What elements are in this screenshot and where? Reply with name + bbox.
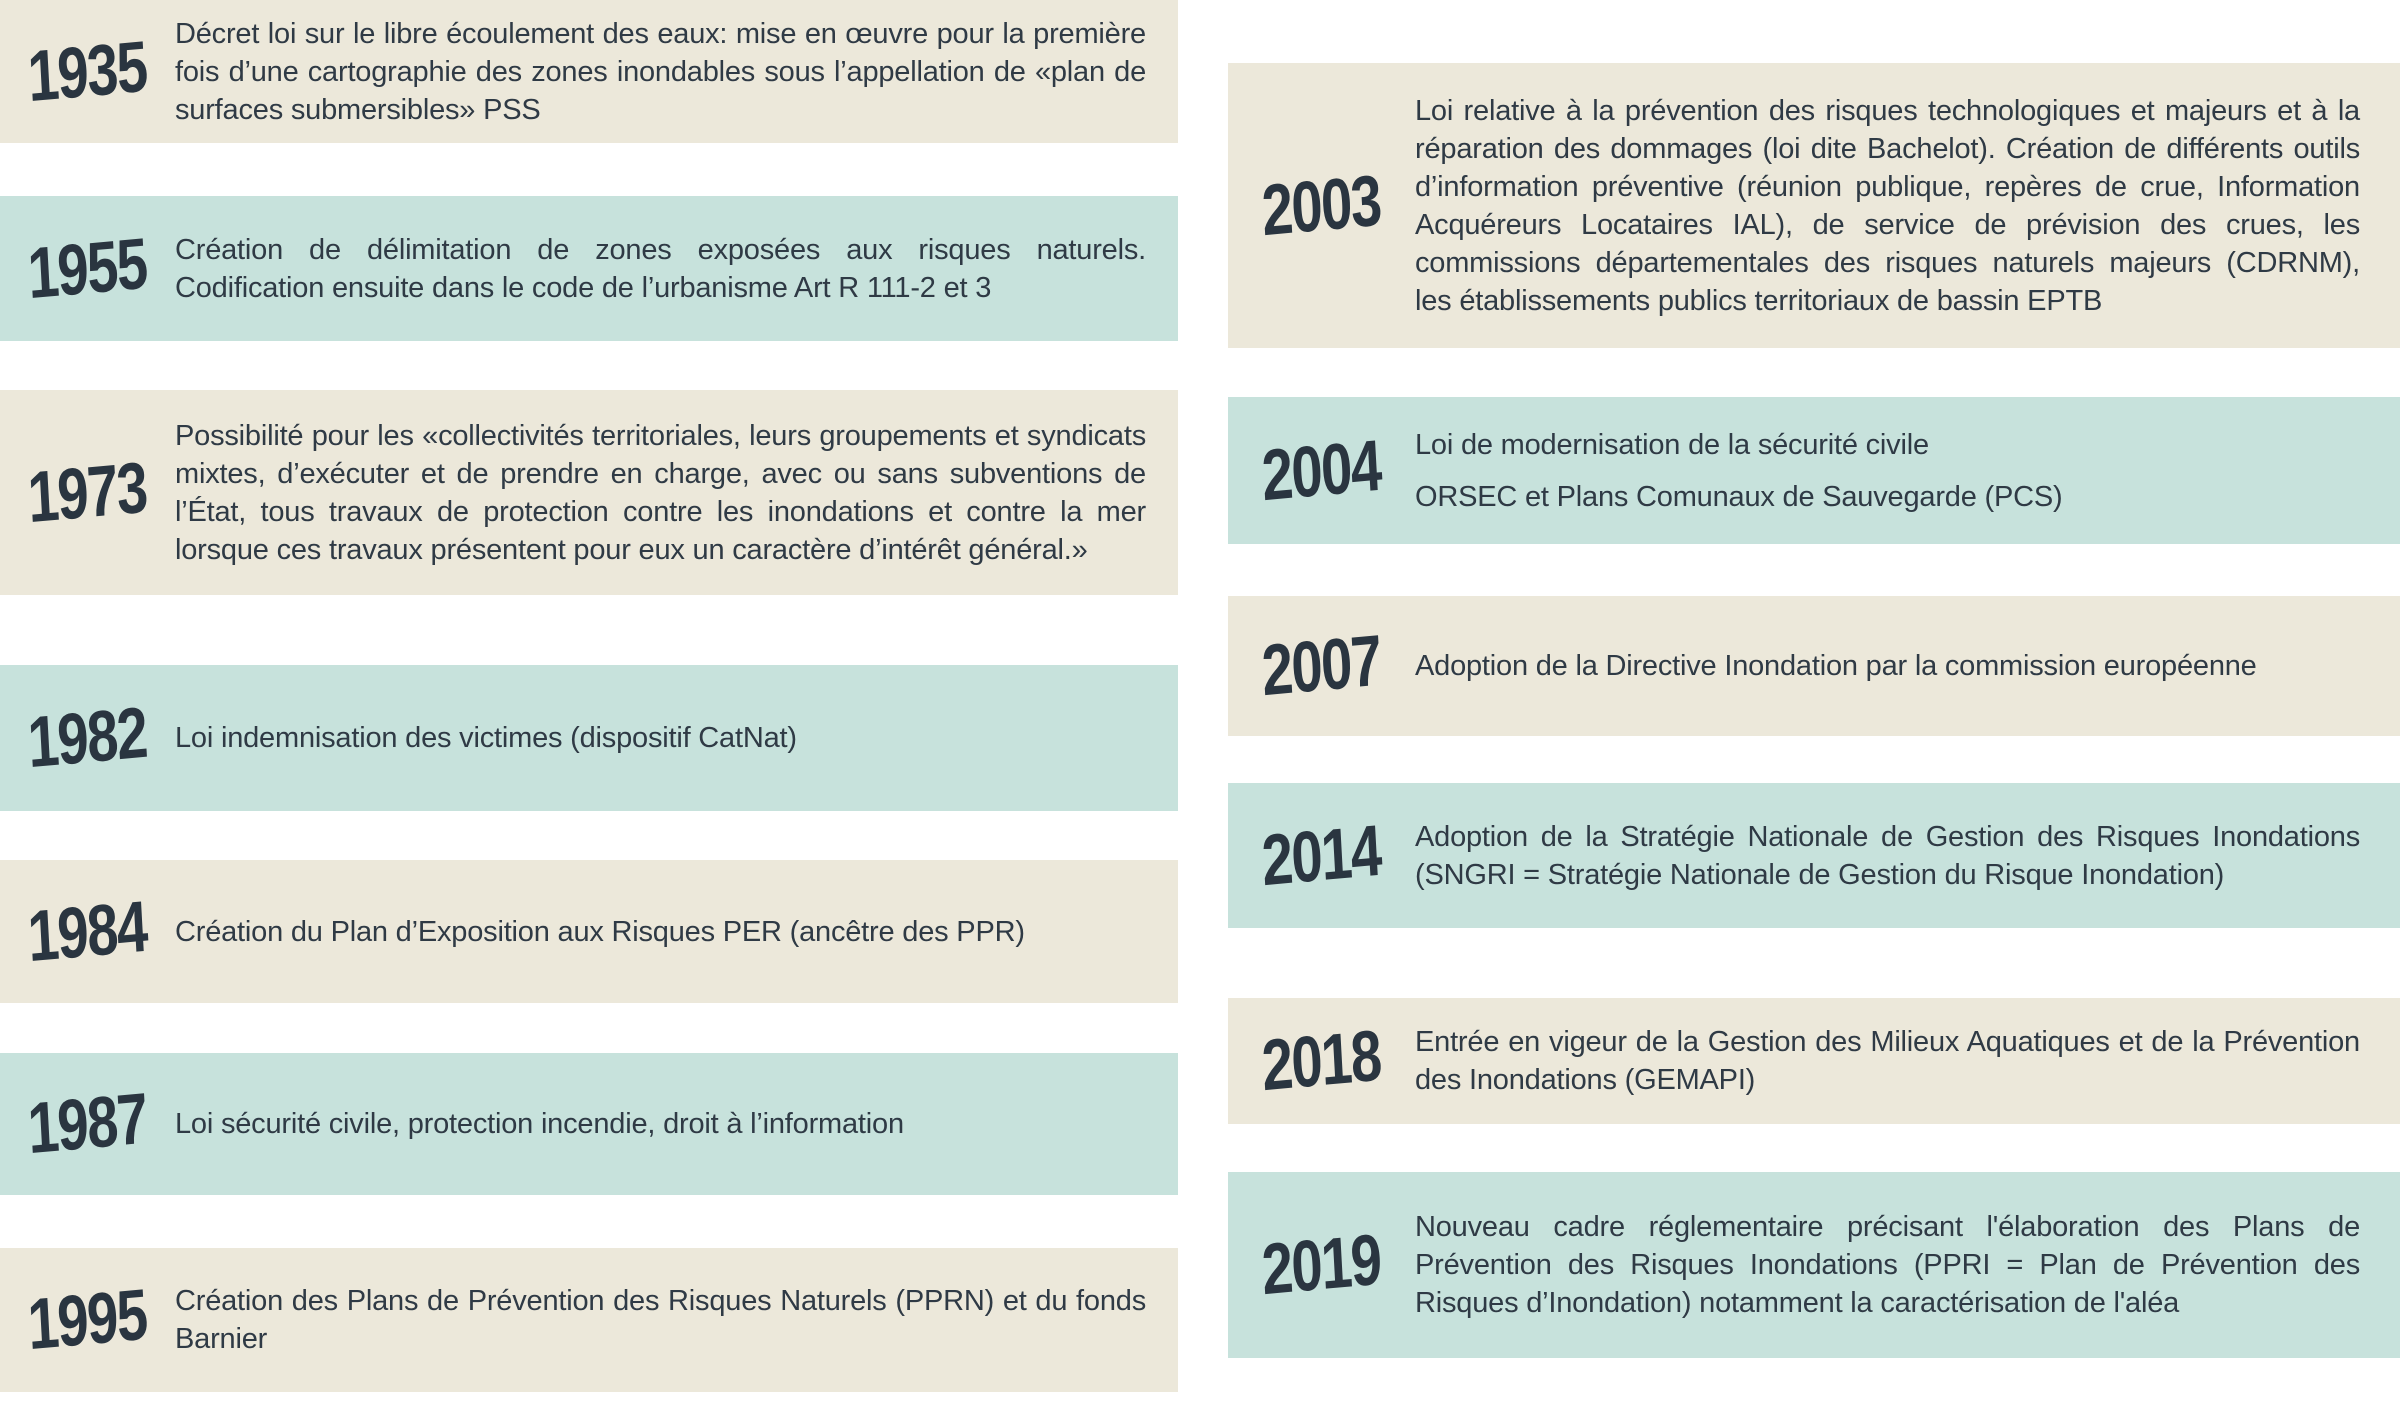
timeline-entry-1984: 1984 Création du Plan d’Exposition aux R… xyxy=(0,860,1178,1003)
timeline-entry-1982: 1982 Loi indemnisation des victimes (dis… xyxy=(0,665,1178,811)
timeline-entry-2019: 2019 Nouveau cadre réglementaire précisa… xyxy=(1228,1172,2400,1358)
year-box: 1982 xyxy=(0,693,175,783)
entry-text: Loi de modernisation de la sécurité civi… xyxy=(1415,426,2400,516)
timeline-entry-1973: 1973 Possibilité pour les «collectivités… xyxy=(0,390,1178,595)
entry-text: Possibilité pour les «collectivités terr… xyxy=(175,419,1146,566)
timeline-entry-1955: 1955 Création de délimitation de zones e… xyxy=(0,196,1178,341)
timeline-entry-1987: 1987 Loi sécurité civile, protection inc… xyxy=(0,1053,1178,1195)
entry-text: Loi indemnisation des victimes (disposit… xyxy=(175,722,797,754)
entry-text-line-1: Loi de modernisation de la sécurité civi… xyxy=(1415,428,1929,461)
entry-text: Décret loi sur le libre écoulement des e… xyxy=(175,17,1146,126)
year-box: 2007 xyxy=(1228,621,1415,711)
year-label: 1984 xyxy=(26,886,149,977)
year-label: 2003 xyxy=(1260,160,1383,251)
entry-text: Adoption de la Directive Inondation par … xyxy=(1415,650,2257,682)
year-box: 1935 xyxy=(0,26,175,116)
timeline-entry-2018: 2018 Entrée en vigeur de la Gestion des … xyxy=(1228,998,2400,1124)
entry-text: Adoption de la Stratégie Nationale de Ge… xyxy=(1415,820,2360,891)
entry-text-line-2: ORSEC et Plans Comunaux de Sauvegarde (P… xyxy=(1415,480,2063,513)
year-box: 1973 xyxy=(0,447,175,537)
year-box: 1987 xyxy=(0,1079,175,1169)
year-box: 1995 xyxy=(0,1275,175,1365)
entry-text: Création du Plan d’Exposition aux Risque… xyxy=(175,915,1025,948)
entry-text: Création des Plans de Prévention des Ris… xyxy=(175,1285,1146,1355)
year-box: 2004 xyxy=(1228,425,1415,515)
year-label: 2018 xyxy=(1260,1015,1383,1107)
entry-text: Loi sécurité civile, protection incendie… xyxy=(175,1108,904,1140)
entry-text: Loi relative à la prévention des risques… xyxy=(1415,94,2360,317)
entry-text: Entrée en vigeur de la Gestion des Milie… xyxy=(1415,1026,2360,1096)
year-label: 1935 xyxy=(26,26,149,117)
timeline-entry-2007: 2007 Adoption de la Directive Inondation… xyxy=(1228,596,2400,736)
timeline-entry-2014: 2014 Adoption de la Stratégie Nationale … xyxy=(1228,783,2400,928)
year-label: 1982 xyxy=(26,692,149,784)
timeline-entry-2004: 2004 Loi de modernisation de la sécurité… xyxy=(1228,397,2400,544)
timeline-entry-1935: 1935 Décret loi sur le libre écoulement … xyxy=(0,0,1178,143)
year-box: 2018 xyxy=(1228,1016,1415,1106)
year-box: 2014 xyxy=(1228,810,1415,900)
year-box: 1984 xyxy=(0,886,175,976)
year-label: 2014 xyxy=(1260,810,1383,901)
year-label: 1987 xyxy=(26,1078,149,1170)
year-box: 2003 xyxy=(1228,160,1415,250)
year-box: 2019 xyxy=(1228,1220,1415,1310)
year-label: 2019 xyxy=(1260,1219,1383,1311)
year-label: 1995 xyxy=(26,1274,149,1366)
year-label: 2007 xyxy=(1260,620,1383,712)
year-label: 1955 xyxy=(26,223,149,314)
year-box: 1955 xyxy=(0,223,175,313)
timeline-entry-1995: 1995 Création des Plans de Prévention de… xyxy=(0,1248,1178,1392)
timeline-entry-2003: 2003 Loi relative à la prévention des ri… xyxy=(1228,63,2400,348)
year-label: 1973 xyxy=(26,447,149,538)
entry-text: Nouveau cadre réglementaire précisant l'… xyxy=(1415,1211,2360,1319)
entry-text: Création de délimitation de zones exposé… xyxy=(175,233,1146,304)
year-label: 2004 xyxy=(1260,425,1383,516)
